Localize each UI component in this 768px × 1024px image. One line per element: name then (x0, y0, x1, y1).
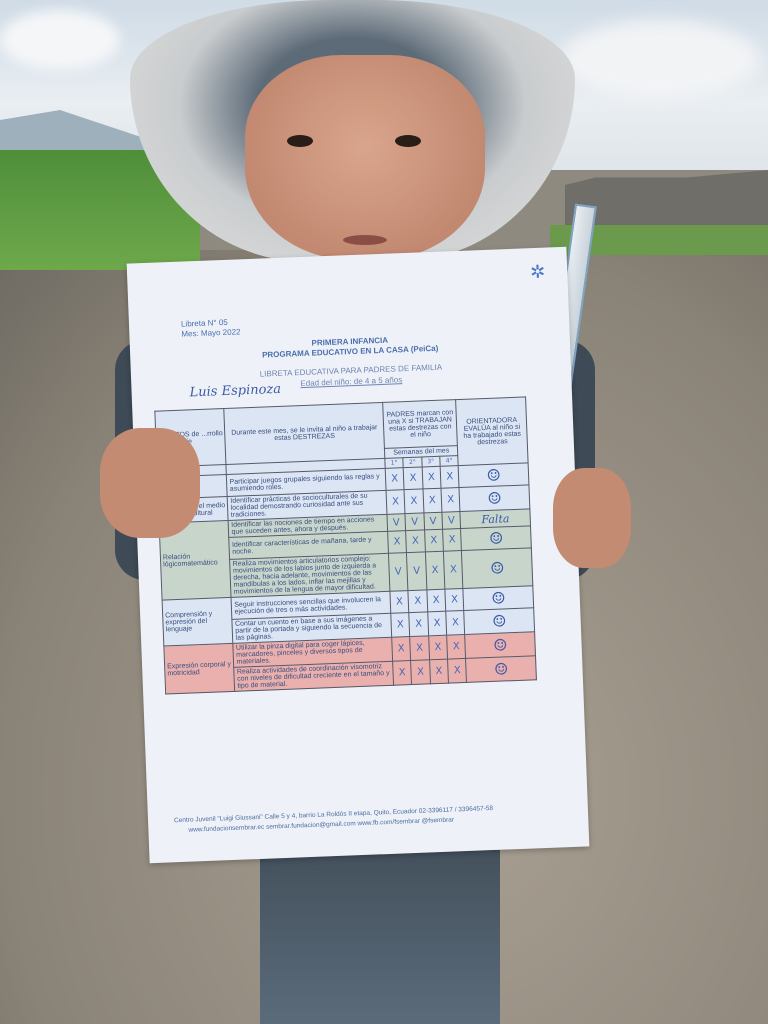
week-mark: X (446, 634, 467, 660)
week-mark: X (424, 529, 444, 552)
week-mark: X (410, 659, 431, 685)
week-mark: X (428, 635, 448, 660)
week-mark: X (385, 467, 405, 491)
week-mark: X (392, 660, 412, 686)
week-mark: X (385, 489, 406, 515)
month: Mes: Mayo 2022 (181, 327, 241, 339)
week-mark: X (447, 658, 467, 684)
week-mark: X (408, 589, 428, 613)
week-mark: X (387, 530, 407, 554)
week-mark: V (441, 511, 462, 530)
week-mark: X (409, 611, 429, 637)
smiley-face-icon: ☺ (458, 462, 529, 488)
week-mark: X (443, 550, 464, 590)
cloud (0, 10, 120, 70)
week-mark: V (406, 551, 427, 591)
smiley-face-icon: ☺ (461, 525, 532, 551)
week-mark: X (390, 612, 410, 638)
week-mark: X (441, 487, 461, 513)
smiley-face-icon: ☺ (464, 607, 535, 635)
week-mark: X (405, 529, 426, 553)
skills-table: ÁMBITOS de ...rrollo y ...ndizaje Durant… (154, 396, 537, 694)
week-mark: V (423, 512, 443, 530)
eye (287, 135, 313, 147)
child-left-hand (100, 428, 200, 538)
week-mark: X (442, 528, 462, 552)
week-mark: X (440, 465, 460, 489)
ambito-cell: Comprensión y expresión del lenguaje (162, 597, 234, 647)
week-mark: X (391, 636, 411, 662)
table-header: ÁMBITOS de ...rrollo y ...ndizaje Durant… (154, 396, 529, 468)
destreza-cell: Realiza actividades de coordinación viso… (234, 661, 394, 692)
eye (395, 135, 421, 147)
week-mark: X (444, 588, 465, 612)
week-mark: X (426, 589, 446, 612)
header-orientadora: ORIENTADORA EVALÚA al niño si ha trabaja… (456, 396, 529, 466)
week-mark: X (427, 611, 447, 636)
week-mark: V (388, 552, 409, 592)
education-report-sheet: ✲ Libreta N° 05 Mes: Mayo 2022 PRIMERA I… (126, 246, 590, 864)
header-destrezas: Durante este mes, se le invita al niño a… (224, 402, 385, 465)
week-mark: X (425, 551, 445, 590)
week-mark: X (445, 610, 466, 636)
week-mark: X (422, 488, 442, 513)
ambito-cell: Expresión corporal y motricidad (163, 643, 236, 694)
week-mark: X (409, 635, 430, 661)
child-legs (260, 850, 500, 1024)
cloud (560, 20, 760, 100)
week-mark: X (403, 466, 423, 490)
child-name-handwritten: Luis Espinoza (189, 381, 282, 401)
week-mark: X (389, 590, 410, 614)
week-mark: X (421, 466, 442, 489)
logo-icon: ✲ (529, 261, 546, 283)
child-right-hand (553, 468, 631, 568)
destreza-cell: Realiza movimientos articulatorios compl… (230, 553, 390, 598)
smiley-face-icon: ☺ (459, 484, 530, 512)
smiley-face-icon: ☺ (465, 631, 536, 659)
smiley-face-icon: ☺ (463, 585, 534, 611)
week-mark: X (404, 488, 424, 514)
child-face (245, 55, 485, 260)
week-mark: X (429, 659, 449, 684)
smiley-face-icon: ☺ (461, 547, 533, 589)
smiley-face-icon: ☺ (466, 655, 537, 683)
mouth (343, 235, 387, 245)
header-padres: PADRES marcan con una X si TRABAJAN esta… (382, 399, 458, 449)
week-mark: V (405, 512, 425, 531)
week-mark: V (386, 513, 406, 532)
